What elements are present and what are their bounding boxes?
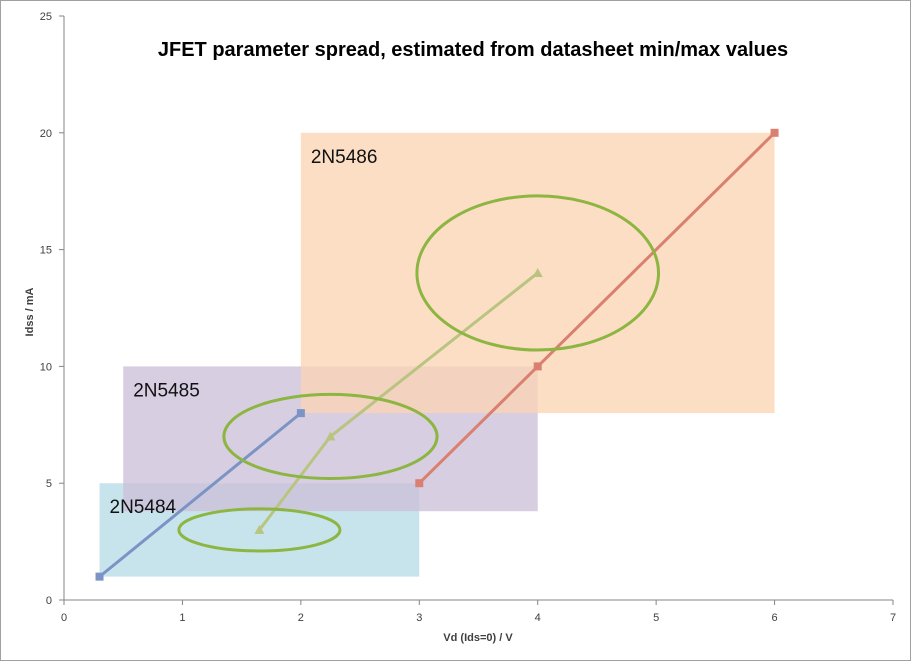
x-tick-label: 1 [179,612,185,624]
series-3-point [532,267,543,277]
y-tick-label: 0 [46,595,52,607]
series-layer [95,128,779,581]
ellipse-2 [222,392,439,481]
x-tick-label: 5 [653,612,659,624]
series-2-point [770,128,779,137]
series-1-point [95,572,104,581]
ellipse-1 [177,507,342,553]
x-tick-label: 0 [61,612,67,624]
region-label-2n5485: 2N5485 [133,380,200,401]
series-2-point [533,362,542,371]
series-1-point [296,409,305,418]
series-3-point [325,431,336,441]
x-tick-label: 7 [890,612,896,624]
chart-title: JFET parameter spread, estimated from da… [158,39,788,61]
axes-layer: 0 1 2 3 4 5 6 7 0 5 10 15 20 25 [40,11,896,624]
y-tick-label: 5 [46,478,52,490]
y-axis-title: Idss / mA [24,287,36,336]
series-2-point [415,479,424,488]
y-tick-label: 15 [40,245,52,257]
ellipses-layer [177,194,661,553]
ellipse-3 [415,194,661,352]
x-axis-title: Vd (Ids=0) / V [443,632,513,644]
region-label-2n5484: 2N5484 [110,497,177,518]
series-3-point [254,524,265,534]
regions-layer [99,132,775,577]
y-tick-label: 25 [40,11,52,23]
x-tick-label: 2 [298,612,304,624]
region-labels-layer: 2N5484 2N5485 2N5486 [110,147,378,518]
series-1-line [98,411,302,578]
y-tick-label: 10 [40,361,52,373]
x-tick-label: 6 [772,612,778,624]
region-label-2n5486: 2N5486 [311,147,378,168]
x-tick-label: 4 [535,612,541,624]
y-tick-label: 20 [40,128,52,140]
x-tick-label: 3 [416,612,422,624]
